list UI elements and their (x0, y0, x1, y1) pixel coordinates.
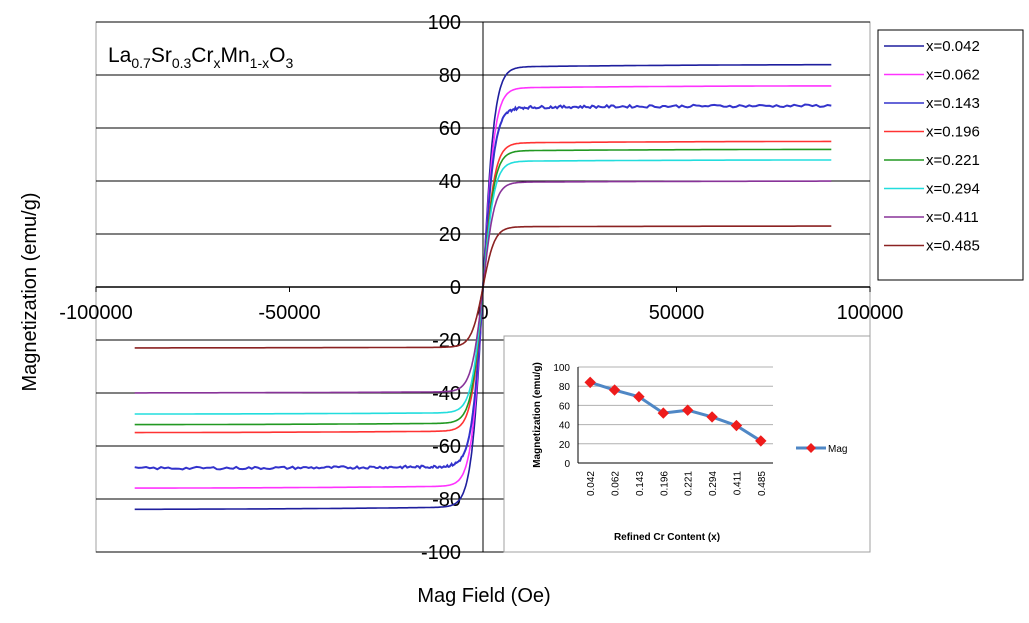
inset-x-tick-label: 0.485 (757, 471, 768, 496)
inset-mag-marker (633, 391, 645, 403)
inset-mag-series (584, 376, 767, 447)
main-y-tick-label: -60 (432, 436, 461, 458)
inset-x-tick-label: 0.196 (659, 471, 670, 496)
inset-mag-marker (755, 435, 767, 447)
main-y-tick-label: -80 (432, 489, 461, 511)
legend-label: x=0.042 (926, 38, 980, 55)
inset-x-tick-label: 0.221 (684, 471, 695, 496)
main-x-axis-title: Mag Field (Oe) (417, 585, 550, 607)
inset-x-axis-title: Refined Cr Content (x) (614, 532, 720, 543)
inset-mag-marker (706, 411, 718, 423)
inset-mag-marker (608, 384, 621, 396)
inset-x-tick-label: 0.062 (611, 471, 622, 496)
legend-label: x=0.143 (926, 95, 980, 112)
inset-mag-marker (681, 404, 694, 416)
main-y-tick-label: -40 (432, 383, 461, 405)
inset-y-tick-label: 100 (553, 363, 570, 374)
main-legend-box (877, 29, 1024, 281)
main-y-axis-title: Magnetization (emu/g) (19, 193, 41, 392)
composition-formula: La0.7Sr0.3CrxMn1-xO3 (108, 44, 293, 71)
main-x-tick-labels: -100000 -50000 0 50000 100000 (59, 287, 903, 324)
inset-legend-label: Mag (828, 444, 847, 455)
main-x-tick-label: -50000 (258, 302, 320, 324)
main-x-tick-label: 50000 (649, 302, 705, 324)
inset-y-tick-labels: 100 80 60 40 20 0 (553, 363, 570, 470)
inset-y-tick-label: 60 (559, 401, 571, 412)
legend-label: x=0.485 (926, 238, 980, 255)
main-y-tick-label: 60 (439, 118, 461, 140)
legend-label: x=0.411 (926, 209, 979, 226)
inset-legend: Mag (796, 443, 847, 455)
main-y-tick-label: 100 (428, 12, 461, 34)
main-y-tick-label: 80 (439, 65, 461, 87)
inset-y-tick-label: 0 (564, 459, 570, 470)
main-y-tick-label: -20 (432, 330, 461, 352)
legend-label: x=0.221 (926, 152, 980, 169)
main-y-tick-label: 40 (439, 171, 461, 193)
inset-y-tick-label: 40 (559, 421, 571, 432)
main-y-tick-label: -100 (421, 542, 461, 564)
inset-legend-marker (806, 443, 816, 453)
inset-y-axis-title: Magnetization (emu/g) (532, 362, 543, 468)
main-legend: x=0.042 x=0.062 x=0.143 x=0.196 x=0.221 x=0.2… (884, 38, 980, 255)
inset-mag-marker (657, 407, 670, 419)
inset-x-tick-label: 0.143 (635, 471, 646, 496)
legend-label: x=0.196 (926, 124, 980, 141)
inset-y-tick-label: 20 (559, 440, 571, 451)
inset-mag-marker (730, 419, 743, 432)
main-y-tick-label: 0 (450, 277, 461, 299)
legend-label: x=0.294 (926, 181, 980, 198)
inset-mag-marker (584, 376, 596, 389)
inset-x-tick-labels: 0.042 0.062 0.143 0.196 0.221 0.294 0.411 0.485 (586, 471, 768, 496)
main-x-tick-label: -100000 (59, 302, 132, 324)
inset-y-tick-label: 80 (559, 382, 571, 393)
main-x-tick-label: 100000 (837, 302, 904, 324)
inset-x-tick-label: 0.294 (708, 471, 719, 496)
inset-x-tick-label: 0.411 (732, 471, 743, 496)
main-y-tick-label: 20 (439, 224, 461, 246)
main-y-tick-labels: 100 80 60 40 20 0 -20 -40 -60 -80 -100 (421, 12, 483, 564)
legend-label: x=0.062 (926, 67, 980, 84)
inset-x-tick-label: 0.042 (586, 471, 597, 496)
